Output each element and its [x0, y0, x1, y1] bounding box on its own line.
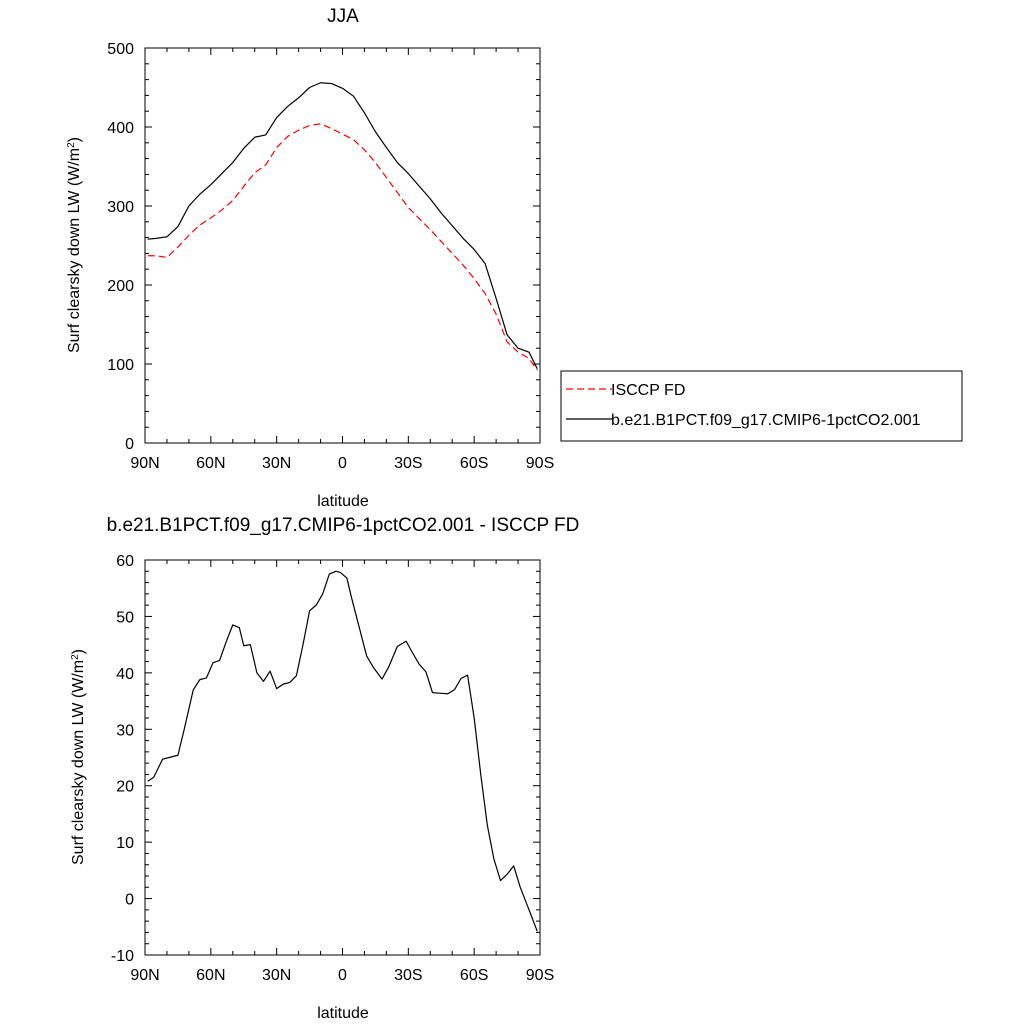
bottom-series-lines — [147, 570, 538, 932]
top-x-tick-labels: 90N 60N 30N 0 30S 60S 90S — [130, 455, 554, 472]
x-tick-label: 60S — [460, 967, 488, 984]
x-tick-label: 90N — [130, 455, 159, 472]
x-tick-label: 90N — [130, 967, 159, 984]
bottom-y-axis-label: Surf clearsky down LW (W/m2) — [70, 649, 88, 865]
y-tick-label: 0 — [125, 436, 134, 453]
y-tick-label: 200 — [107, 278, 134, 295]
top-series-lines — [147, 82, 538, 371]
top-x-ticks — [144, 48, 541, 443]
x-tick-label: 60S — [460, 455, 488, 472]
bottom-y-tick-labels: -10 0 10 20 30 40 50 60 — [111, 553, 134, 965]
x-tick-label: 60N — [196, 455, 225, 472]
bottom-chart-title: b.e21.B1PCT.f09_g17.CMIP6-1pctCO2.001 - … — [107, 515, 580, 536]
bottom-plot-frame — [144, 559, 541, 956]
series-line-model — [147, 82, 538, 370]
y-tick-label: -10 — [111, 948, 134, 965]
y-tick-label: 300 — [107, 199, 134, 216]
series-line-isccp — [147, 123, 538, 371]
y-tick-label: 20 — [116, 779, 134, 796]
legend: ISCCP FD b.e21.B1PCT.f09_g17.CMIP6-1pctC… — [560, 370, 963, 442]
y-tick-label: 0 — [125, 892, 134, 909]
bottom-x-tick-labels: 90N 60N 30N 0 30S 60S 90S — [130, 967, 554, 984]
top-plot-frame — [144, 47, 541, 444]
y-tick-label: 30 — [116, 722, 134, 739]
series-line-model — [147, 570, 538, 932]
top-x-axis-label: latitude — [317, 493, 369, 510]
x-tick-label: 90S — [526, 967, 554, 984]
x-tick-label: 60N — [196, 967, 225, 984]
y-tick-label: 60 — [116, 553, 134, 570]
bottom-x-axis-label: latitude — [317, 1005, 369, 1022]
bottom-x-ticks — [144, 560, 541, 955]
top-y-tick-labels: 0 100 200 300 400 500 — [107, 41, 134, 453]
bottom-y-ticks — [145, 559, 540, 956]
x-tick-label: 0 — [338, 967, 347, 984]
x-tick-label: 30S — [394, 967, 422, 984]
x-tick-label: 30N — [262, 455, 291, 472]
top-panel: JJA 90N 60N 30N 0 30S 60S 90S 0 100 200 300 400 500… — [66, 6, 963, 510]
x-tick-label: 30N — [262, 967, 291, 984]
legend-label-model: b.e21.B1PCT.f09_g17.CMIP6-1pctCO2.001 — [611, 412, 921, 429]
x-tick-label: 90S — [526, 455, 554, 472]
top-chart-title: JJA — [327, 6, 359, 27]
x-tick-label: 30S — [394, 455, 422, 472]
legend-box — [560, 370, 963, 442]
y-tick-label: 50 — [116, 609, 134, 626]
bottom-panel: b.e21.B1PCT.f09_g17.CMIP6-1pctCO2.001 - … — [70, 515, 580, 1022]
x-tick-label: 0 — [338, 455, 347, 472]
y-tick-label: 100 — [107, 357, 134, 374]
top-y-axis-label: Surf clearsky down LW (W/m2) — [66, 137, 84, 353]
legend-label-isccp: ISCCP FD — [611, 382, 685, 399]
top-y-ticks — [145, 47, 540, 444]
y-tick-label: 40 — [116, 666, 134, 683]
y-tick-label: 500 — [107, 41, 134, 58]
y-tick-label: 10 — [116, 835, 134, 852]
y-tick-label: 400 — [107, 120, 134, 137]
